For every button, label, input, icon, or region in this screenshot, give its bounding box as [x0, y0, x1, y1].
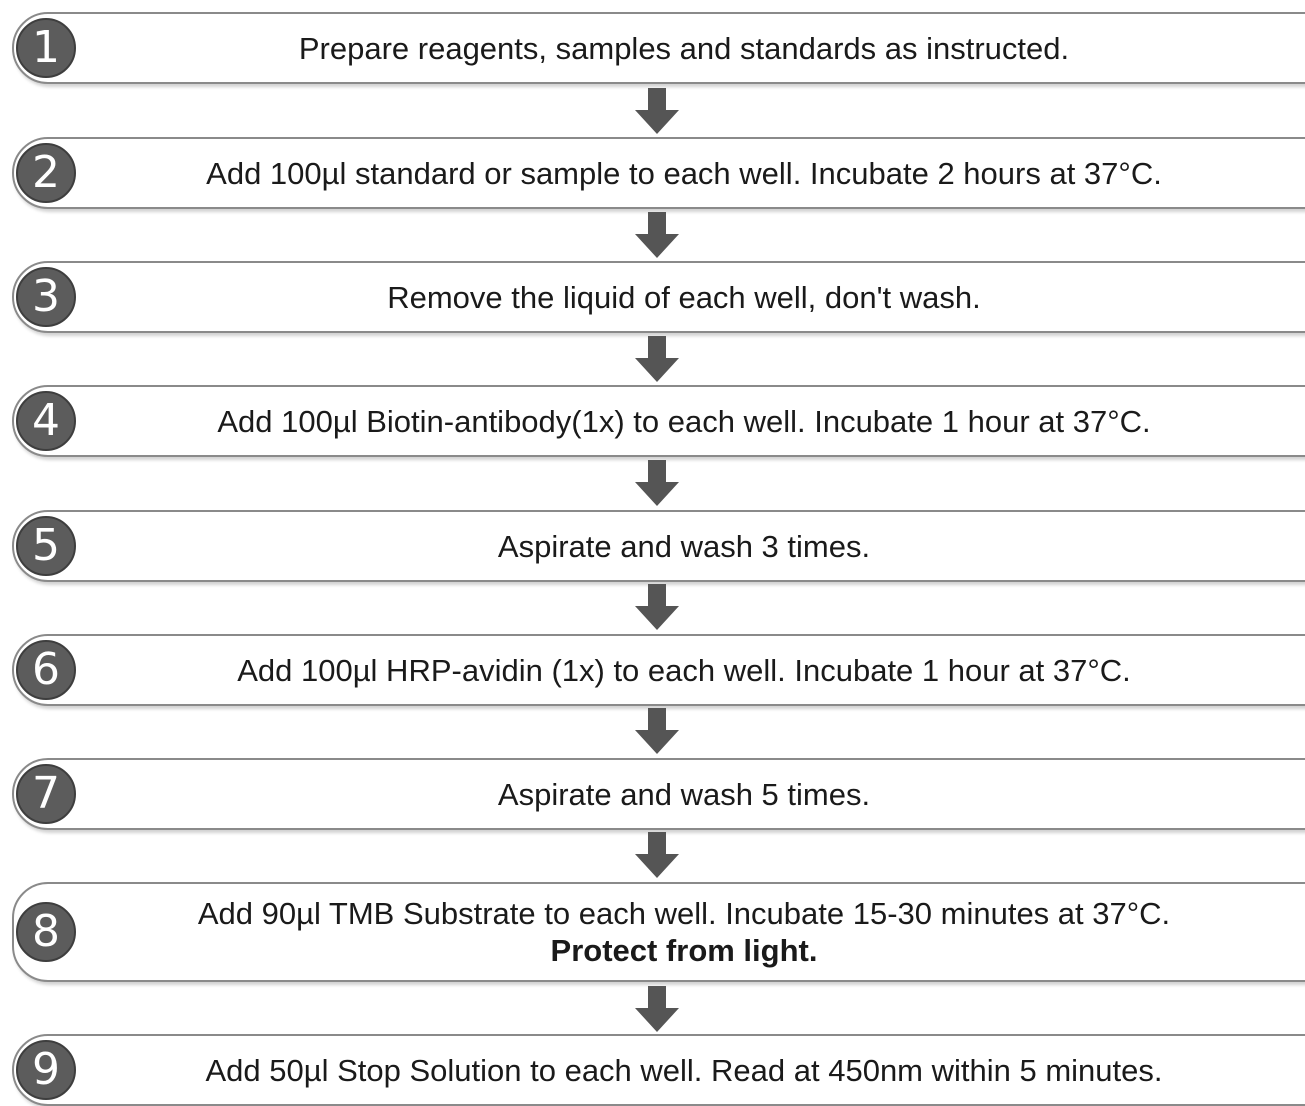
step-number-badge: 1	[16, 18, 76, 78]
step-text-container: Aspirate and wash 3 times.	[84, 512, 1284, 580]
step-text-container: Remove the liquid of each well, don't wa…	[84, 263, 1284, 331]
arrow-down-icon	[635, 212, 679, 258]
step-text-container: Add 100µl Biotin-antibody(1x) to each we…	[84, 387, 1284, 455]
step-number-badge: 6	[16, 640, 76, 700]
arrow-down-icon	[635, 460, 679, 506]
arrow-down-icon	[635, 336, 679, 382]
step-2: 2 Add 100µl standard or sample to each w…	[12, 137, 1305, 209]
step-number-badge: 7	[16, 764, 76, 824]
step-3: 3 Remove the liquid of each well, don't …	[12, 261, 1305, 333]
step-text-container: Add 100µl standard or sample to each wel…	[84, 139, 1284, 207]
step-text: Add 90µl TMB Substrate to each well. Inc…	[197, 896, 1171, 931]
step-text-container: Add 50µl Stop Solution to each well. Rea…	[84, 1036, 1284, 1104]
step-number-badge: 2	[16, 143, 76, 203]
step-9: 9 Add 50µl Stop Solution to each well. R…	[12, 1034, 1305, 1106]
step-number-badge: 4	[16, 391, 76, 451]
step-text: Aspirate and wash 3 times.	[497, 528, 871, 564]
step-1: 1 Prepare reagents, samples and standard…	[12, 12, 1305, 84]
step-number-badge: 3	[16, 267, 76, 327]
step-5: 5 Aspirate and wash 3 times.	[12, 510, 1305, 582]
step-7: 7 Aspirate and wash 5 times.	[12, 758, 1305, 830]
arrow-down-icon	[635, 708, 679, 754]
step-text-container: Add 90µl TMB Substrate to each well. Inc…	[84, 884, 1284, 980]
arrow-down-icon	[635, 584, 679, 630]
step-text: Remove the liquid of each well, don't wa…	[387, 279, 981, 315]
step-text-container: Add 100µl HRP-avidin (1x) to each well. …	[84, 636, 1284, 704]
step-text: Add 50µl Stop Solution to each well. Rea…	[205, 1052, 1163, 1088]
step-text: Add 100µl HRP-avidin (1x) to each well. …	[237, 652, 1131, 688]
step-text: Aspirate and wash 5 times.	[497, 776, 871, 812]
step-text-container: Prepare reagents, samples and standards …	[84, 14, 1284, 82]
arrow-down-icon	[635, 88, 679, 134]
step-number-badge: 8	[16, 902, 76, 962]
step-text: Prepare reagents, samples and standards …	[298, 30, 1070, 66]
step-number-badge: 5	[16, 516, 76, 576]
step-text-container: Aspirate and wash 5 times.	[84, 760, 1284, 828]
step-warning-note: Protect from light.	[550, 933, 818, 968]
step-8: 8 Add 90µl TMB Substrate to each well. I…	[12, 882, 1305, 982]
arrow-down-icon	[635, 832, 679, 878]
step-4: 4 Add 100µl Biotin-antibody(1x) to each …	[12, 385, 1305, 457]
step-text: Add 100µl standard or sample to each wel…	[206, 155, 1162, 191]
step-number-badge: 9	[16, 1040, 76, 1100]
step-6: 6 Add 100µl HRP-avidin (1x) to each well…	[12, 634, 1305, 706]
arrow-down-icon	[635, 986, 679, 1032]
step-text: Add 100µl Biotin-antibody(1x) to each we…	[217, 403, 1151, 439]
